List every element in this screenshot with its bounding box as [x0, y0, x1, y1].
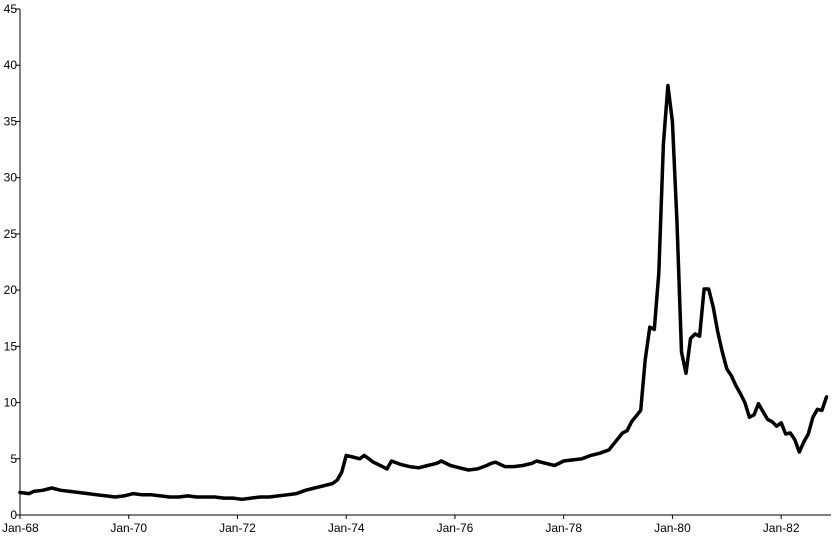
x-tick-label: Jan-80: [654, 521, 691, 535]
x-tick-label: Jan-78: [545, 521, 582, 535]
x-axis: Jan-68 Jan-70 Jan-72 Jan-74 Jan-76 Jan-78 Jan-…: [2, 514, 831, 535]
y-tick-label: 0: [10, 508, 17, 522]
series-group: [18, 83, 829, 502]
x-tick-label: Jan-76: [437, 521, 474, 535]
x-tick-label: Jan-82: [763, 521, 800, 535]
y-tick-label: 40: [4, 58, 18, 72]
x-tick-label: Jan-70: [110, 521, 147, 535]
y-axis: 0 5 10 15 20 25 30 35 40 45: [4, 2, 21, 522]
y-tick-label: 20: [4, 283, 18, 297]
x-tick-label: Jan-74: [328, 521, 365, 535]
y-tick-label: 30: [4, 171, 18, 185]
y-tick-label: 10: [4, 396, 18, 410]
x-tick-label: Jan-72: [219, 521, 256, 535]
y-tick-label: 5: [10, 452, 17, 466]
y-tick-label: 35: [4, 114, 18, 128]
series-line: [18, 83, 829, 502]
y-tick-label: 45: [4, 2, 18, 16]
y-tick-label: 15: [4, 339, 18, 353]
x-tick-label: Jan-68: [2, 521, 39, 535]
y-tick-label: 25: [4, 227, 18, 241]
